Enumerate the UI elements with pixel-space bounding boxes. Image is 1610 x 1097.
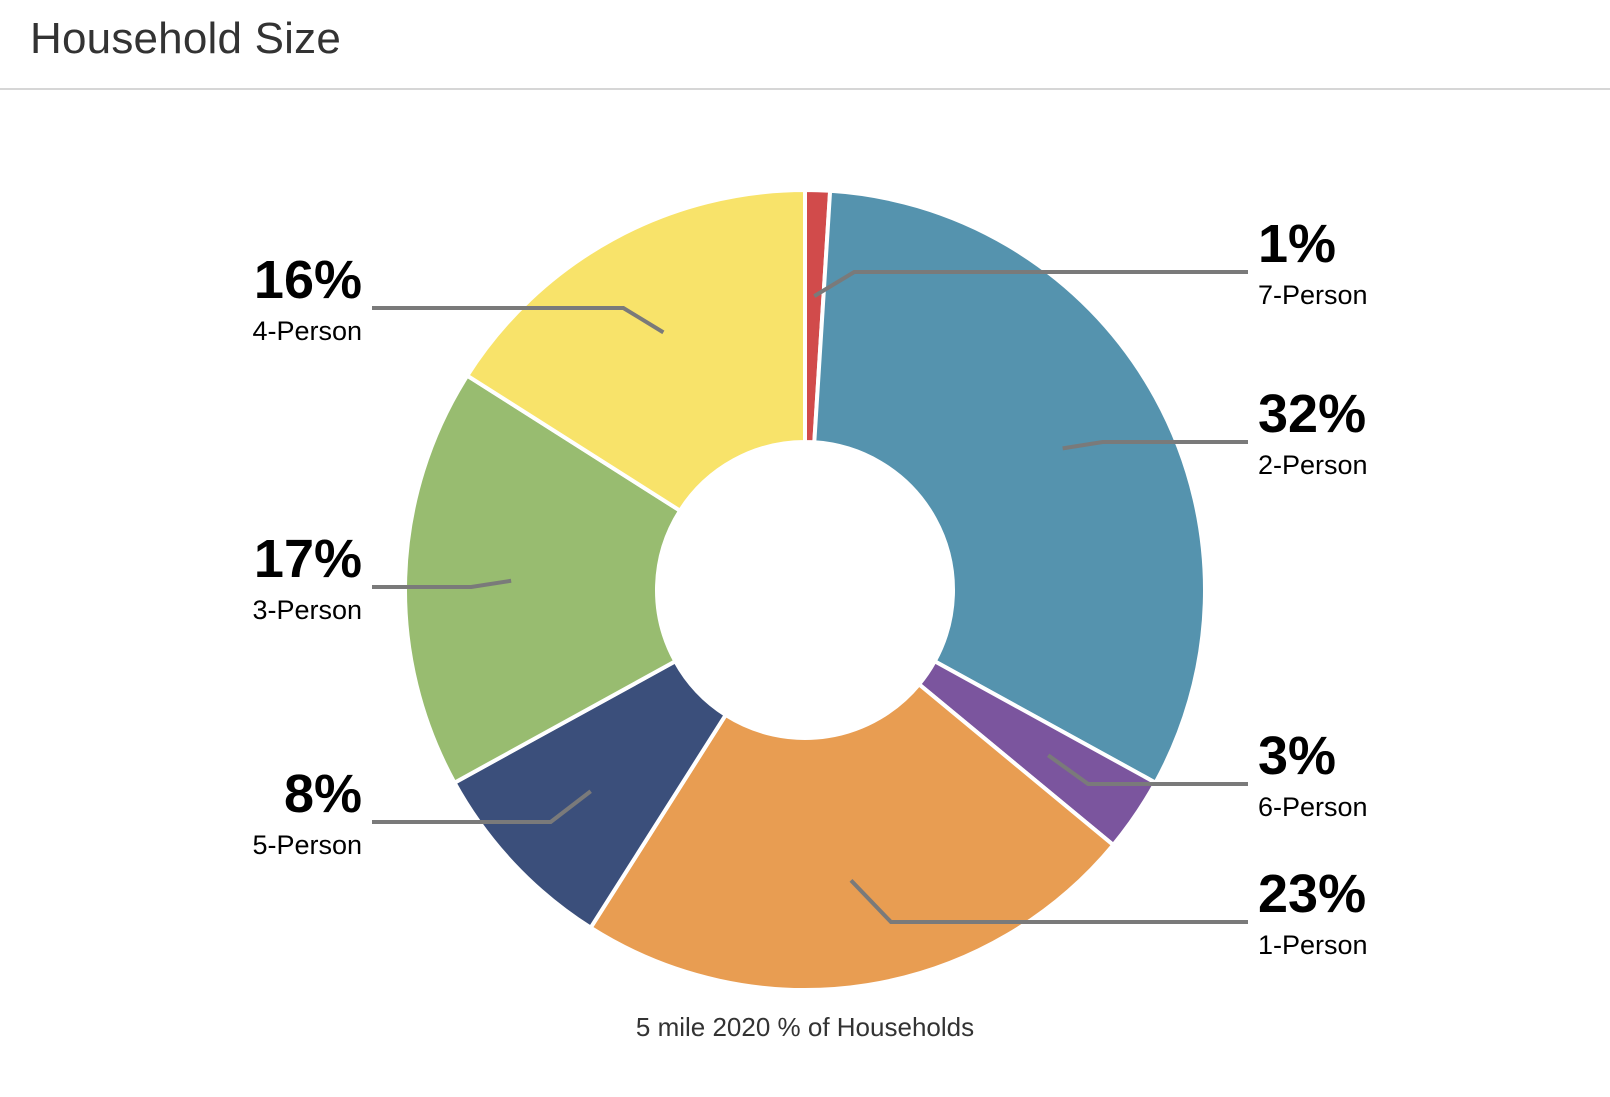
slice-labels: 1% 7-Person 32% 2-Person 3% 6-Person 23% 1-Pers… — [252, 214, 1367, 960]
slice-3-person[interactable] — [403, 373, 683, 785]
household-size-donut-chart: 1% 7-Person 32% 2-Person 3% 6-Person 23% 1-Pers… — [252, 188, 1368, 1042]
leader-line-2-person — [1062, 440, 1248, 451]
data-label-category-2-person: 2-Person — [1258, 450, 1368, 480]
data-label-category-3-person: 3-Person — [252, 595, 362, 625]
data-label-value-5-person: 8% — [284, 764, 362, 824]
leader-line-5-person — [372, 789, 592, 824]
slice-4-person[interactable] — [465, 188, 807, 513]
panel-header: Household Size — [0, 0, 1610, 90]
chart-caption: 5 mile 2020 % of Households — [636, 1012, 974, 1042]
data-label-value-1-person: 23% — [1258, 864, 1366, 924]
data-label-category-1-person: 1-Person — [1258, 930, 1368, 960]
leader-line-4-person — [372, 306, 665, 335]
chart-title: Household Size — [30, 14, 341, 63]
slice-1-person[interactable] — [588, 682, 1116, 992]
data-label-category-5-person: 5-Person — [252, 830, 362, 860]
data-label-value-3-person: 17% — [254, 529, 362, 589]
data-label-value-4-person: 16% — [254, 250, 362, 310]
slice-5-person[interactable] — [452, 659, 728, 930]
data-label-category-4-person: 4-Person — [252, 316, 362, 346]
data-label-category-6-person: 6-Person — [1258, 792, 1368, 822]
leader-line-7-person — [813, 270, 1248, 298]
data-label-value-2-person: 32% — [1258, 384, 1366, 444]
slice-2-person[interactable] — [812, 188, 1207, 785]
chart-area: 1% 7-Person 32% 2-Person 3% 6-Person 23% 1-Pers… — [0, 92, 1610, 1092]
leader-line-3-person — [372, 578, 512, 589]
donut-slices — [403, 188, 1207, 992]
leader-lines — [372, 270, 1248, 924]
data-label-value-7-person: 1% — [1258, 214, 1336, 274]
data-label-value-6-person: 3% — [1258, 726, 1336, 786]
data-label-category-7-person: 7-Person — [1258, 280, 1368, 310]
leader-line-6-person — [1046, 753, 1248, 786]
leader-line-1-person — [849, 878, 1248, 924]
